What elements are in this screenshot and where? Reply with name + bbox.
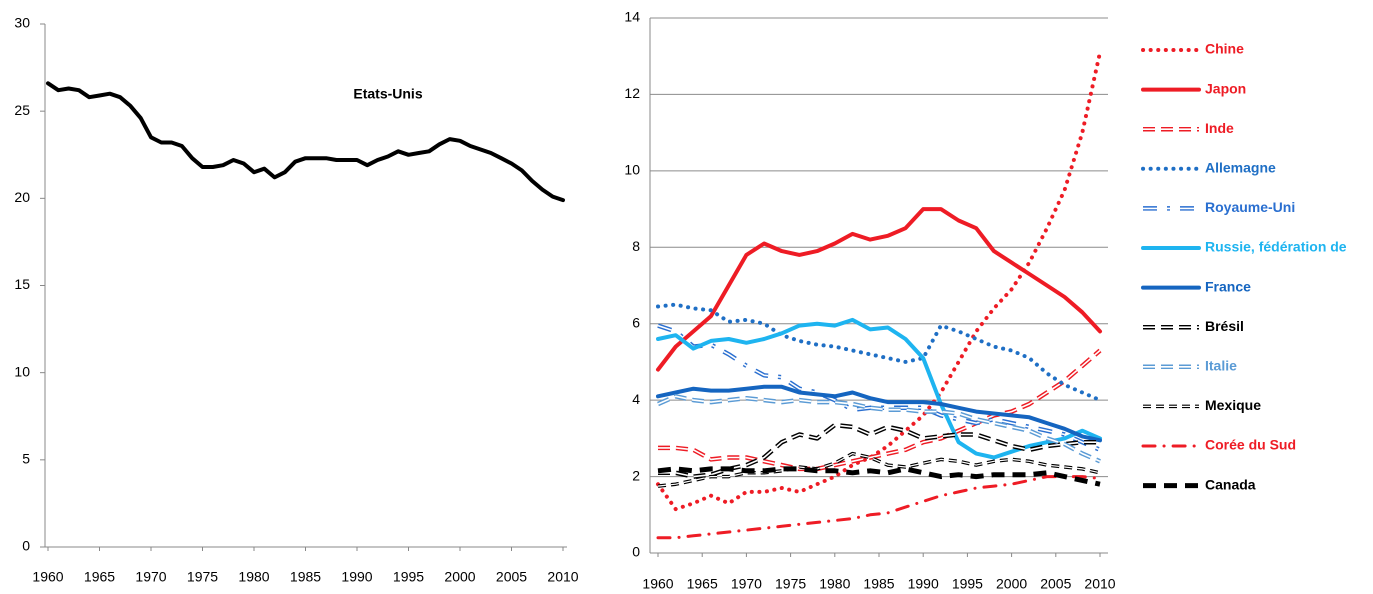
series-line (46, 81, 565, 203)
y-tick-label: 10 (624, 162, 640, 178)
series-line-inner (657, 453, 1101, 487)
y-tick-label: 5 (22, 451, 30, 467)
series-line (657, 466, 1101, 487)
legend-label: Inde (1205, 120, 1234, 136)
x-tick-label: 1975 (775, 576, 806, 592)
legend-label: Italie (1205, 358, 1237, 374)
x-tick-label: 1960 (32, 569, 63, 585)
series-line-inner (658, 349, 1101, 470)
y-tick-label: 4 (632, 391, 640, 407)
x-tick-label: 1965 (84, 569, 115, 585)
x-tick-label: 1980 (819, 576, 850, 592)
legend-label: Royaume-Uni (1205, 199, 1295, 215)
legend-label: Mexique (1205, 397, 1261, 413)
y-tick-label: 6 (632, 314, 640, 330)
x-tick-label: 1985 (290, 569, 321, 585)
x-tick-label: 1995 (393, 569, 424, 585)
x-tick-label: 1965 (687, 576, 718, 592)
x-tick-label: 1970 (135, 569, 166, 585)
series-line-inner (657, 395, 1101, 463)
x-tick-label: 2010 (1084, 576, 1115, 592)
series-line-inner (657, 324, 1101, 451)
y-tick-label: 15 (14, 276, 30, 292)
legend-label: Canada (1205, 476, 1256, 492)
legend-label: Allemagne (1205, 160, 1276, 176)
legend-label: Russie, fédération de (1205, 239, 1347, 255)
series-line (656, 50, 1102, 512)
series-line (656, 317, 1102, 460)
series-line (656, 302, 1102, 403)
x-tick-label: 1990 (908, 576, 939, 592)
x-tick-label: 1970 (731, 576, 762, 592)
x-tick-label: 1980 (238, 569, 269, 585)
y-tick-label: 2 (632, 467, 640, 483)
y-tick-label: 30 (14, 15, 30, 31)
y-tick-label: 14 (624, 9, 640, 25)
series-label: Etats-Unis (353, 86, 422, 102)
legend: Chine Japon Inde Allemagne Royaume-Uni Russie… (1141, 41, 1347, 492)
legend-label: France (1205, 278, 1251, 294)
y-tick-label: 20 (14, 189, 30, 205)
y-tick-label: 12 (624, 85, 640, 101)
y-tick-label: 0 (22, 538, 30, 554)
y-tick-label: 25 (14, 102, 30, 118)
x-tick-label: 1990 (341, 569, 372, 585)
x-tick-label: 1985 (863, 576, 894, 592)
y-tick-label: 8 (632, 238, 640, 254)
series-line (656, 384, 1102, 443)
legend-label: Brésil (1205, 318, 1244, 334)
legend-label: Corée du Sud (1205, 437, 1296, 453)
x-tick-label: 2000 (444, 569, 475, 585)
x-tick-label: 1960 (642, 576, 673, 592)
legend-label: Japon (1205, 80, 1246, 96)
x-tick-label: 2000 (996, 576, 1027, 592)
series-line (656, 207, 1102, 372)
series-line (656, 475, 1102, 540)
y-tick-label: 0 (632, 544, 640, 560)
x-tick-label: 2005 (496, 569, 527, 585)
x-tick-label: 2010 (547, 569, 578, 585)
x-tick-label: 2005 (1040, 576, 1071, 592)
legend-label: Chine (1205, 41, 1244, 57)
y-tick-label: 10 (14, 363, 30, 379)
x-tick-label: 1975 (187, 569, 218, 585)
x-tick-label: 1995 (952, 576, 983, 592)
